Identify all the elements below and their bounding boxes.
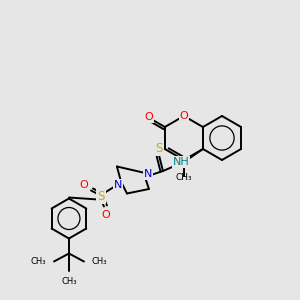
Text: N: N — [144, 169, 152, 179]
Text: O: O — [102, 211, 110, 220]
Text: CH₃: CH₃ — [61, 277, 77, 286]
Text: CH₃: CH₃ — [176, 172, 192, 182]
Text: NH: NH — [172, 157, 189, 167]
Text: CH₃: CH₃ — [30, 257, 46, 266]
Text: S: S — [97, 190, 105, 203]
Text: S: S — [155, 142, 163, 155]
Text: O: O — [80, 181, 88, 190]
Text: O: O — [179, 111, 188, 121]
Text: CH₃: CH₃ — [92, 257, 107, 266]
Text: O: O — [144, 112, 153, 122]
Text: N: N — [114, 179, 122, 190]
